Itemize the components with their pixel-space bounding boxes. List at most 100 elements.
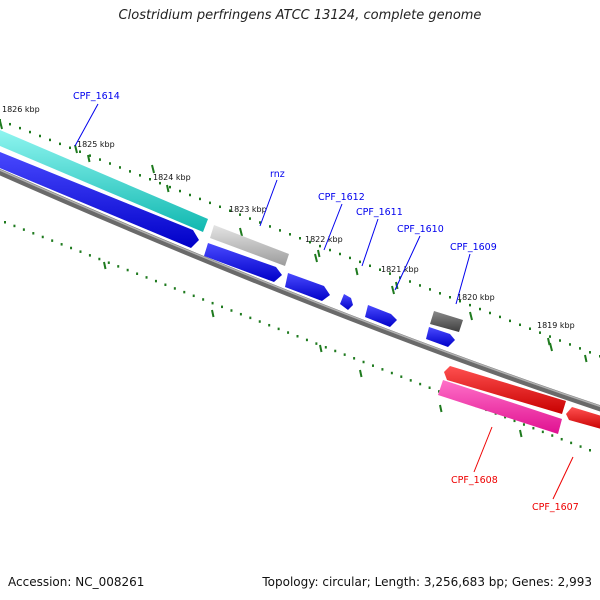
gene-cpf-1614[interactable] bbox=[0, 150, 199, 248]
inner-tick-dot bbox=[239, 312, 242, 316]
gene-label-pointer bbox=[361, 218, 379, 267]
inner-tick-dot bbox=[579, 445, 582, 448]
inner-tick-dot bbox=[192, 294, 195, 298]
outer-tick-dot bbox=[129, 170, 131, 173]
gene-label-pointer bbox=[473, 426, 493, 473]
gene-label[interactable]: CPF_1612 bbox=[318, 192, 365, 203]
scale-label: 1819 kbp bbox=[537, 321, 575, 330]
major-tick bbox=[355, 267, 359, 276]
gene-label[interactable]: CPF_1610 bbox=[397, 224, 444, 235]
inner-tick-dot bbox=[390, 371, 393, 375]
inner-tick-dot bbox=[541, 430, 544, 434]
outer-tick-dot bbox=[279, 229, 281, 232]
outer-tick-dot bbox=[79, 150, 81, 153]
outer-tick-dot bbox=[559, 339, 561, 342]
gene-cpf-1608-feature[interactable] bbox=[438, 380, 562, 434]
inner-tick-dot bbox=[353, 357, 356, 360]
outer-tick-dot bbox=[319, 244, 321, 248]
gene-cpf-1614-cyan[interactable] bbox=[0, 130, 208, 232]
genome-backbone bbox=[0, 168, 600, 412]
gene-cpf-1611[interactable] bbox=[340, 294, 353, 310]
outer-tick-dot bbox=[219, 205, 221, 209]
accession-text: Accession: NC_008261 bbox=[8, 575, 145, 589]
inner-tick-dot bbox=[258, 320, 261, 323]
gene-cpf-1610[interactable] bbox=[365, 305, 397, 327]
inner-tick-dot bbox=[22, 228, 25, 231]
gene-label[interactable]: CPF_1614 bbox=[73, 91, 120, 102]
gene-label[interactable]: CPF_1607 bbox=[532, 502, 579, 513]
inner-tick-dot bbox=[126, 268, 129, 272]
inner-tick-dot bbox=[154, 279, 157, 283]
gene-label-pointer bbox=[259, 179, 278, 227]
gene-rnz[interactable] bbox=[204, 243, 282, 282]
gene-cpf-1608[interactable] bbox=[444, 366, 566, 414]
gene-label[interactable]: rnz bbox=[270, 169, 285, 180]
major-tick bbox=[317, 249, 321, 258]
major-tick bbox=[469, 311, 473, 321]
outer-tick-dot bbox=[209, 201, 211, 205]
inner-tick-dot bbox=[249, 316, 252, 320]
inner-tick-dot bbox=[183, 290, 186, 294]
outer-tick-dot bbox=[429, 288, 431, 291]
outer-tick-dot bbox=[199, 197, 201, 201]
outer-tick-dot bbox=[289, 233, 291, 236]
outer-tick-dot bbox=[539, 331, 541, 334]
inner-tick-dot bbox=[70, 246, 73, 250]
major-tick bbox=[314, 253, 318, 263]
gene-cpf-1609[interactable] bbox=[426, 327, 455, 347]
outer-tick-dot bbox=[239, 213, 241, 216]
inner-tick-dot bbox=[32, 232, 35, 235]
outer-tick-dot bbox=[109, 162, 111, 165]
outer-tick-dot bbox=[439, 292, 441, 295]
inner-tick-dot bbox=[13, 224, 16, 228]
scale-label: 1826 kbp bbox=[2, 105, 40, 114]
inner-tick-dot bbox=[211, 301, 214, 305]
outer-tick-dot bbox=[49, 138, 51, 142]
outer-tick-dot bbox=[589, 351, 591, 354]
inner-tick-dot bbox=[570, 441, 573, 445]
gene-rnz-feature[interactable] bbox=[210, 225, 289, 266]
gene-cpf-1609-feature[interactable] bbox=[430, 311, 463, 332]
inner-tick-dot bbox=[268, 323, 271, 327]
scale-label: 1824 kbp bbox=[153, 173, 191, 182]
major-tick bbox=[87, 154, 91, 163]
major-tick bbox=[359, 369, 363, 378]
inner-tick-dot bbox=[381, 368, 384, 371]
inner-tick-dot bbox=[230, 309, 233, 312]
outer-tick-dot bbox=[269, 225, 271, 228]
gene-cpf-1612[interactable] bbox=[285, 273, 330, 301]
outer-tick-dot bbox=[379, 268, 381, 271]
gene-cpf-1607[interactable] bbox=[566, 407, 600, 430]
inner-tick-dot bbox=[51, 239, 54, 242]
gene-label[interactable]: CPF_1608 bbox=[451, 475, 498, 486]
inner-tick-dot bbox=[287, 331, 290, 334]
outer-tick-dot bbox=[349, 256, 351, 260]
outer-tick-dot bbox=[489, 311, 491, 315]
inner-tick-dot bbox=[173, 287, 176, 290]
outer-tick-dot bbox=[449, 296, 451, 299]
major-tick bbox=[547, 337, 551, 346]
outer-tick-dot bbox=[299, 237, 301, 240]
outer-tick-dot bbox=[99, 158, 101, 161]
inner-tick-dot bbox=[315, 342, 318, 345]
outer-tick-dot bbox=[309, 240, 311, 244]
outer-tick-dot bbox=[469, 303, 471, 307]
inner-tick-dot bbox=[221, 305, 224, 309]
major-tick bbox=[151, 164, 155, 174]
major-tick bbox=[519, 429, 523, 438]
outer-tick-dot bbox=[39, 134, 41, 138]
inner-tick-dot bbox=[551, 434, 554, 437]
outer-tick-dot bbox=[9, 122, 11, 126]
gene-label-pointer bbox=[552, 456, 574, 500]
inner-tick-dot bbox=[532, 426, 535, 430]
inner-tick-dot bbox=[296, 335, 299, 338]
gene-label[interactable]: CPF_1611 bbox=[356, 207, 403, 218]
scale-label: 1823 kbp bbox=[229, 205, 267, 214]
scale-label: 1822 kbp bbox=[305, 235, 343, 244]
gene-label[interactable]: CPF_1609 bbox=[450, 242, 497, 253]
inner-tick-dot bbox=[107, 261, 110, 264]
outer-tick-dot bbox=[179, 189, 181, 193]
